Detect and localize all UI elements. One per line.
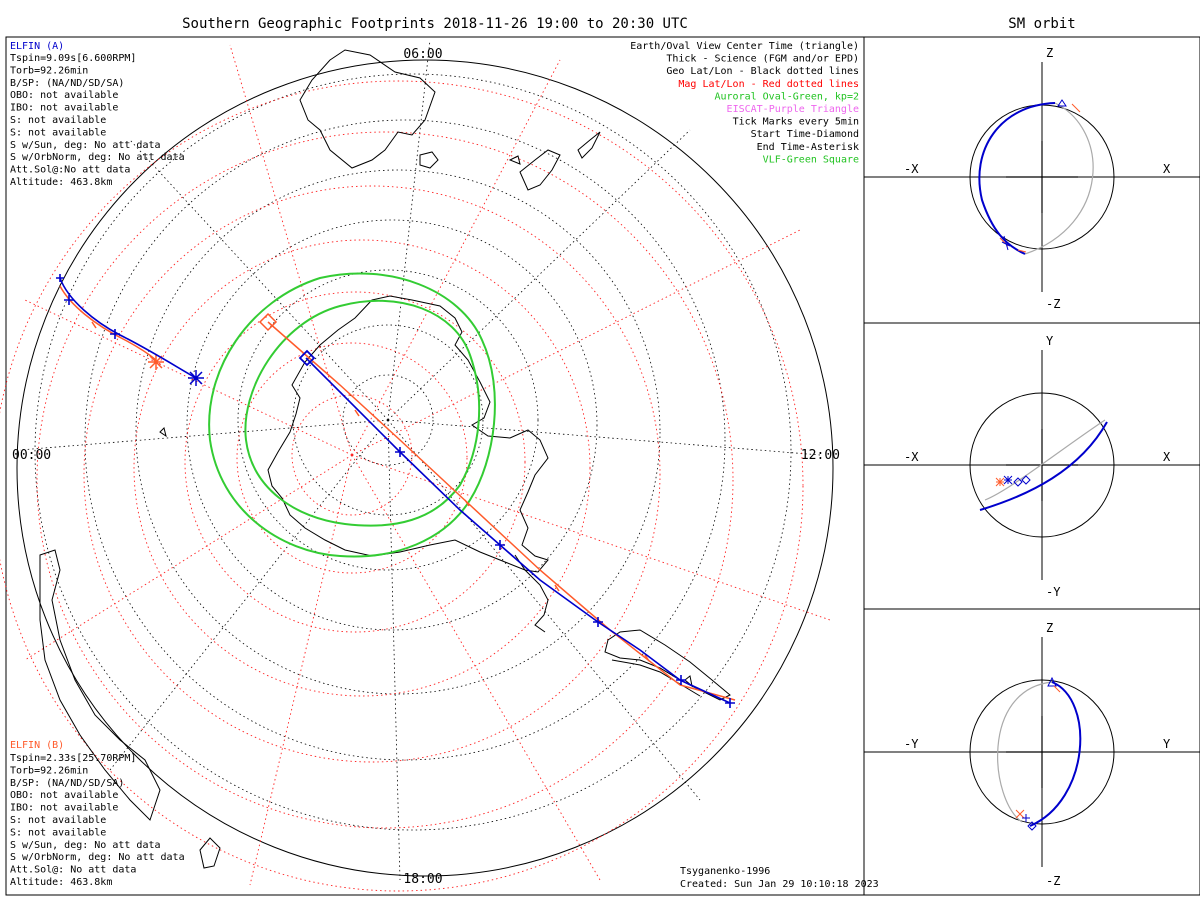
elfin-a-info-line: Altitude: 463.8km	[10, 177, 112, 188]
orbit-title: SM orbit	[1008, 16, 1075, 32]
orbit-yz-bottom: -Z	[1046, 874, 1060, 888]
orbit-panel-xz: Z -Z -X X	[864, 46, 1200, 311]
elfin-a-info-line: S: not available	[10, 127, 106, 138]
orbit-panel-yz: Z -Z -Y Y	[864, 621, 1200, 888]
elfin-a-end-asterisk	[188, 370, 204, 386]
elfin-a-lines: Tspin=9.09s[6.600RPM]Torb=92.26min B/SP: …	[10, 53, 185, 188]
orbit-yz-left: -Y	[904, 737, 919, 751]
legend-entry: Auroral Oval-Green, kp=2	[715, 91, 860, 102]
legend: Earth/Oval View Center Time (triangle) Th…	[630, 41, 859, 165]
orbit-xy-bottom: -Y	[1046, 585, 1061, 599]
elfin-b-info-line: IBO: not available	[10, 803, 118, 814]
elfin-b-info-line: S w/Sun, deg: No att data	[10, 840, 161, 851]
footer-model: Tsyganenko-1996	[680, 866, 770, 877]
orbit-xy-left: -X	[904, 450, 919, 464]
legend-entry: Earth/Oval View Center Time (triangle)	[630, 41, 859, 52]
orbit-yz-right: Y	[1163, 737, 1171, 751]
orbit-frame	[863, 36, 1200, 896]
clock-label-left: 00:00	[12, 448, 51, 463]
elfin-b-track	[59, 285, 736, 701]
coastlines	[39, 49, 731, 869]
legend-entry: Start Time-Diamond	[751, 129, 859, 140]
elfin-b-info-line: B/SP: (NA/ND/SD/SA)	[10, 778, 124, 789]
elfin-b-info-line: Att.Sol@: No att data	[10, 865, 136, 876]
footer-created: Created: Sun Jan 29 10:10:18 2023	[680, 879, 879, 890]
elfin-b-info-line: S: not available	[10, 827, 106, 838]
legend-entry: EISCAT-Purple Triangle	[727, 104, 859, 115]
elfin-b-lines: Tspin=2.33s[25.70RPM]Torb=92.26min B/SP: …	[10, 753, 185, 888]
elfin-a-name: ELFIN (A)	[10, 41, 64, 52]
elfin-a-info: ELFIN (A) Tspin=9.09s[6.600RPM]Torb=92.2…	[10, 41, 185, 188]
map-frame	[5, 36, 865, 896]
orbit-xz-left: -X	[904, 162, 919, 176]
polar-map: 06:00 00:00 12:00 18:00	[0, 39, 840, 892]
elfin-b-info-line: Torb=92.26min	[10, 765, 88, 776]
orbit-yz-top: Z	[1046, 621, 1053, 635]
legend-entry: Tick Marks every 5min	[733, 117, 859, 128]
elfin-b-info: ELFIN (B) Tspin=2.33s[25.70RPM]Torb=92.2…	[10, 740, 185, 888]
elfin-a-info-line: Tspin=9.09s[6.600RPM]	[10, 53, 136, 64]
elfin-a-start-diamond	[298, 349, 316, 367]
earth-limb	[16, 59, 834, 877]
orbit-xy-top: Y	[1046, 334, 1054, 348]
legend-entry: Geo Lat/Lon - Black dotted lines	[666, 66, 859, 77]
elfin-a-track	[56, 274, 735, 708]
elfin-b-info-line: OBO: not available	[10, 790, 118, 801]
elfin-a-info-line: S w/OrbNorm, deg: No att data	[10, 152, 185, 163]
orbit-xz-top: Z	[1046, 46, 1053, 60]
clock-label-bottom: 18:00	[403, 872, 442, 887]
elfin-a-info-line: B/SP: (NA/ND/SD/SA)	[10, 78, 124, 89]
elfin-b-info-line: Tspin=2.33s[25.70RPM]	[10, 753, 136, 764]
elfin-b-info-line: S: not available	[10, 815, 106, 826]
legend-entry: End Time-Asterisk	[757, 142, 859, 153]
geo-grid	[19, 39, 821, 881]
legend-entry: Thick - Science (FGM and/or EPD)	[666, 54, 859, 65]
auroral-ovals	[208, 272, 496, 558]
elfin-b-info-line: Altitude: 463.8km	[10, 877, 112, 888]
elfin-b-info-line: S w/OrbNorm, deg: No att data	[10, 852, 185, 863]
elfin-a-info-line: S w/Sun, deg: No att data	[10, 140, 161, 151]
clock-label-right: 12:00	[801, 448, 840, 463]
elfin-b-start-diamond	[258, 312, 278, 332]
elfin-a-info-line: S: not available	[10, 115, 106, 126]
elfin-a-info-line: Att.Sol@:No att data	[10, 165, 130, 176]
legend-entry: Mag Lat/Lon - Red dotted lines	[678, 79, 859, 90]
elfin-a-info-line: Torb=92.26min	[10, 65, 88, 76]
orbit-xz-right: X	[1163, 162, 1171, 176]
orbit-xy-right: X	[1163, 450, 1171, 464]
auroral-oval-inner	[244, 299, 481, 527]
clock-label-top: 06:00	[403, 47, 442, 62]
main-title: Southern Geographic Footprints 2018-11-2…	[182, 16, 688, 32]
orbit-xz-bottom: -Z	[1046, 297, 1060, 311]
elfin-a-info-line: IBO: not available	[10, 103, 118, 114]
elfin-a-info-line: OBO: not available	[10, 90, 118, 101]
elfin-b-name: ELFIN (B)	[10, 740, 64, 751]
legend-entry: VLF-Green Square	[763, 154, 859, 165]
orbit-panel-xy: Y -Y -X X	[864, 334, 1200, 599]
auroral-oval-outer	[208, 272, 496, 558]
elfin-b-end-asterisk	[148, 354, 164, 370]
